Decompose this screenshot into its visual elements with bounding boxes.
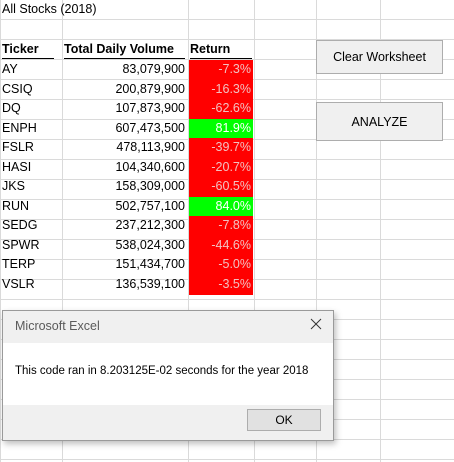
cell-volume[interactable]: 136,539,100 bbox=[115, 277, 185, 291]
cell-volume[interactable]: 237,212,300 bbox=[115, 218, 185, 232]
cell-ticker[interactable]: HASI bbox=[2, 160, 32, 174]
cell-volume[interactable]: 107,873,900 bbox=[115, 101, 185, 115]
grid-column-line bbox=[380, 0, 381, 462]
header-volume: Total Daily Volume bbox=[64, 40, 185, 59]
cell-return[interactable]: -20.7% bbox=[189, 158, 253, 178]
dialog-body: This code ran in 8.203125E-02 seconds fo… bbox=[3, 343, 333, 405]
cell-ticker[interactable]: VSLR bbox=[2, 277, 35, 291]
close-icon[interactable] bbox=[307, 315, 325, 333]
ok-button[interactable]: OK bbox=[247, 409, 321, 431]
grid-row-line bbox=[0, 299, 454, 300]
cell-volume[interactable]: 502,757,100 bbox=[115, 199, 185, 213]
sheet-title: All Stocks (2018) bbox=[2, 2, 97, 16]
cell-ticker[interactable]: ENPH bbox=[2, 121, 37, 135]
cell-volume[interactable]: 607,473,500 bbox=[115, 121, 185, 135]
clear-worksheet-button[interactable]: Clear Worksheet bbox=[316, 40, 443, 74]
message-dialog: Microsoft Excel This code ran in 8.20312… bbox=[2, 310, 334, 441]
cell-ticker[interactable]: SPWR bbox=[2, 238, 40, 252]
grid-column-line bbox=[188, 0, 189, 462]
cell-return[interactable]: -7.3% bbox=[189, 60, 253, 80]
grid-row-line bbox=[0, 39, 454, 40]
grid-column-line bbox=[0, 0, 1, 462]
cell-ticker[interactable]: DQ bbox=[2, 101, 21, 115]
cell-return[interactable]: -44.6% bbox=[189, 236, 253, 256]
cell-return[interactable]: -3.5% bbox=[189, 275, 253, 295]
cell-volume[interactable]: 151,434,700 bbox=[115, 257, 185, 271]
cell-return[interactable]: -16.3% bbox=[189, 80, 253, 100]
cell-return[interactable]: -7.8% bbox=[189, 216, 253, 236]
header-return: Return bbox=[190, 40, 252, 59]
analyze-button[interactable]: ANALYZE bbox=[316, 102, 443, 141]
cell-volume[interactable]: 478,113,900 bbox=[116, 140, 185, 154]
grid-row-line bbox=[0, 19, 454, 20]
grid-column-line bbox=[254, 0, 255, 462]
cell-ticker[interactable]: FSLR bbox=[2, 140, 34, 154]
cell-volume[interactable]: 158,309,000 bbox=[115, 179, 185, 193]
cell-ticker[interactable]: SEDG bbox=[2, 218, 38, 232]
grid-column-line bbox=[62, 0, 63, 462]
cell-ticker[interactable]: JKS bbox=[2, 179, 25, 193]
cell-return[interactable]: 84.0% bbox=[189, 197, 253, 217]
cell-ticker[interactable]: CSIQ bbox=[2, 82, 33, 96]
cell-return[interactable]: -62.6% bbox=[189, 99, 253, 119]
cell-volume[interactable]: 104,340,600 bbox=[115, 160, 185, 174]
header-ticker: Ticker bbox=[2, 40, 54, 59]
cell-ticker[interactable]: TERP bbox=[2, 257, 36, 271]
grid-column-line bbox=[316, 0, 317, 462]
cell-return[interactable]: -39.7% bbox=[189, 138, 253, 158]
grid-row-line bbox=[0, 459, 454, 460]
cell-ticker[interactable]: AY bbox=[2, 62, 18, 76]
cell-volume[interactable]: 200,879,900 bbox=[115, 82, 185, 96]
cell-ticker[interactable]: RUN bbox=[2, 199, 30, 213]
cell-volume[interactable]: 538,024,300 bbox=[115, 238, 185, 252]
cell-return[interactable]: -60.5% bbox=[189, 177, 253, 197]
cell-volume[interactable]: 83,079,900 bbox=[122, 62, 185, 76]
grid-row-line bbox=[0, 59, 454, 60]
dialog-message: This code ran in 8.203125E-02 seconds fo… bbox=[15, 365, 309, 377]
cell-return[interactable]: -5.0% bbox=[189, 255, 253, 275]
cell-return[interactable]: 81.9% bbox=[189, 119, 253, 139]
dialog-title: Microsoft Excel bbox=[15, 319, 100, 333]
